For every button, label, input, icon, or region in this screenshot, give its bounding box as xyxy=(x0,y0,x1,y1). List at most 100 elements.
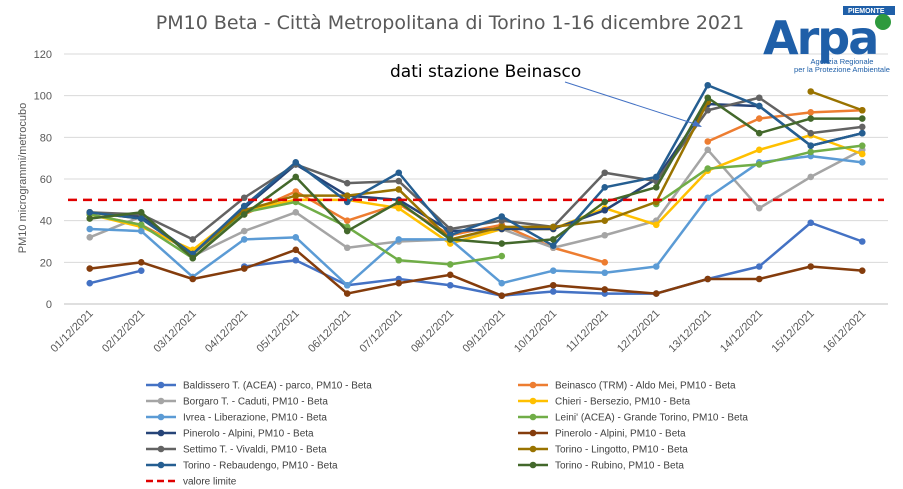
data-point xyxy=(137,227,145,235)
data-point xyxy=(240,265,248,272)
data-point xyxy=(498,223,506,231)
data-point xyxy=(395,204,403,212)
data-point xyxy=(395,177,403,185)
data-point xyxy=(807,263,815,270)
legend-marker xyxy=(157,413,165,421)
data-point xyxy=(858,150,866,158)
legend-item: Beinasco (TRM) - Aldo Mei, PM10 - Beta xyxy=(518,381,736,392)
y-tick-label: 60 xyxy=(40,174,52,186)
data-point xyxy=(137,267,145,274)
data-point xyxy=(240,202,248,210)
legend-marker xyxy=(529,413,537,421)
logo-region: PIEMONTE xyxy=(848,8,885,15)
legend-marker xyxy=(157,429,165,437)
legend-label: Pinerolo - Alpini, PM10 - Beta xyxy=(555,429,686,440)
data-point xyxy=(807,129,815,137)
y-axis: 0 20 40 60 80 100 120 xyxy=(34,49,52,311)
data-point xyxy=(601,217,609,224)
data-point xyxy=(601,184,609,191)
logo-region-band xyxy=(843,6,895,15)
legend-marker xyxy=(157,381,165,389)
logo-line2: per la Protezione Ambientale xyxy=(794,65,890,74)
data-point xyxy=(755,263,763,270)
data-point xyxy=(807,173,815,181)
data-point xyxy=(137,215,145,222)
legend-label: Beinasco (TRM) - Aldo Mei, PM10 - Beta xyxy=(555,381,736,392)
data-point xyxy=(343,217,351,224)
legend-item: Pinerolo - Alpini, PM10 - Beta xyxy=(146,429,314,440)
y-axis-label: PM10 microgrammi/metrocubo xyxy=(17,103,29,253)
data-point xyxy=(807,109,815,116)
data-point xyxy=(652,173,660,181)
logo-emblem-icon xyxy=(875,14,891,30)
legend-marker xyxy=(529,397,537,405)
legend-label: Borgaro T. - Caduti, PM10 - Beta xyxy=(183,397,328,408)
data-point xyxy=(343,227,351,235)
data-point xyxy=(652,263,660,270)
legend-label: Ivrea - Liberazione, PM10 - Beta xyxy=(183,413,327,424)
data-point xyxy=(343,244,351,252)
legend-item: Settimo T. - Vivaldi, PM10 - Beta xyxy=(146,445,327,456)
legend-marker xyxy=(529,445,537,453)
legend-label: Torino - Lingotto, PM10 - Beta xyxy=(555,445,688,456)
data-point xyxy=(858,159,866,166)
legend-label: Torino - Rebaudengo, PM10 - Beta xyxy=(183,461,338,472)
data-point xyxy=(395,169,403,177)
data-point xyxy=(137,259,145,266)
data-point xyxy=(292,173,300,181)
data-point xyxy=(549,281,557,289)
legend-marker xyxy=(157,445,165,453)
data-point xyxy=(704,94,712,102)
data-point xyxy=(86,265,94,272)
data-point xyxy=(86,279,94,287)
legend-marker xyxy=(529,429,537,437)
data-point xyxy=(189,254,197,262)
legend-item: Torino - Rubino, PM10 - Beta xyxy=(518,461,684,472)
data-point xyxy=(549,236,557,243)
legend-label: Settimo T. - Vivaldi, PM10 - Beta xyxy=(183,445,327,456)
data-point xyxy=(240,236,248,243)
data-point xyxy=(549,242,557,249)
data-point xyxy=(807,115,815,122)
data-point xyxy=(189,275,197,283)
data-point xyxy=(137,209,145,216)
legend-item: Torino - Rebaudengo, PM10 - Beta xyxy=(146,461,338,472)
series-line xyxy=(810,90,863,112)
data-point xyxy=(343,179,351,187)
data-point xyxy=(601,259,609,266)
annotation-arrow xyxy=(564,81,699,126)
legend-item: Pinerolo - Alpini, PM10 - Beta xyxy=(518,429,686,440)
data-point xyxy=(807,148,815,156)
data-point xyxy=(549,267,557,274)
legend-item: Chieri - Bersezio, PM10 - Beta xyxy=(518,397,690,408)
data-point xyxy=(446,271,454,279)
data-point xyxy=(86,215,94,222)
data-point xyxy=(601,286,609,293)
data-point xyxy=(755,161,763,168)
plot-area xyxy=(68,81,884,299)
y-tick-label: 40 xyxy=(40,216,52,228)
data-point xyxy=(858,238,866,245)
data-point xyxy=(86,209,94,216)
data-point xyxy=(704,106,712,114)
legend-item: Torino - Lingotto, PM10 - Beta xyxy=(518,445,688,456)
data-point xyxy=(395,186,403,193)
y-tick-label: 80 xyxy=(40,132,52,144)
data-point xyxy=(395,256,403,264)
series-line xyxy=(89,269,142,285)
data-point xyxy=(343,281,351,289)
data-point xyxy=(292,159,300,166)
legend-marker xyxy=(529,461,537,469)
data-point xyxy=(498,279,506,287)
data-point xyxy=(292,192,300,199)
data-point xyxy=(498,252,506,260)
legend-item: Leini' (ACEA) - Grande Torino, PM10 - Be… xyxy=(518,413,748,424)
legend-label: Torino - Rubino, PM10 - Beta xyxy=(555,461,684,472)
data-point xyxy=(755,146,763,154)
annotation-arrowhead xyxy=(692,120,702,127)
data-point xyxy=(755,94,763,102)
arpa-logo: PIEMONTE Arpa Agenzia Regionale per la P… xyxy=(763,6,895,74)
y-tick-label: 100 xyxy=(34,91,52,103)
data-point xyxy=(240,227,248,235)
legend-label: Pinerolo - Alpini, PM10 - Beta xyxy=(183,429,314,440)
